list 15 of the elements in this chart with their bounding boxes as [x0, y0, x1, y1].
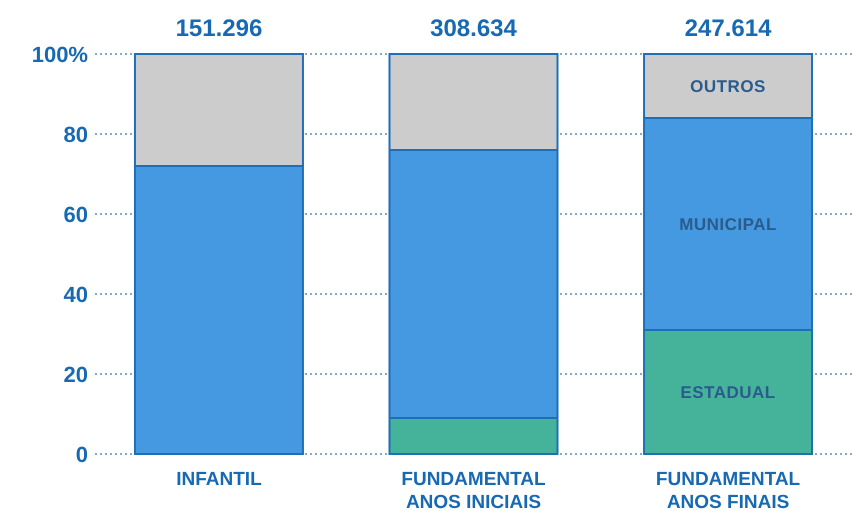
y-tick-label: 20 [64, 362, 88, 387]
x-tick-label: INFANTIL [176, 469, 262, 490]
series-label: MUNICIPAL [679, 215, 777, 234]
x-tick-label: FUNDAMENTAL ANOS FINAIS [656, 469, 801, 511]
annotation: 308.634 [430, 15, 518, 42]
x-tick-label: FUNDAMENTAL ANOS INICIAIS [401, 469, 546, 511]
series-label: ESTADUAL [680, 383, 776, 402]
annotation: 151.296 [176, 15, 262, 42]
series-label: OUTROS [690, 77, 766, 96]
y-tick-label: 100% [32, 42, 88, 67]
y-tick-label: 40 [64, 282, 88, 307]
y-tick-label: 80 [64, 122, 88, 147]
annotation: 247.614 [684, 15, 772, 42]
y-tick-label: 60 [64, 202, 88, 227]
y-tick-label: 0 [76, 442, 88, 467]
